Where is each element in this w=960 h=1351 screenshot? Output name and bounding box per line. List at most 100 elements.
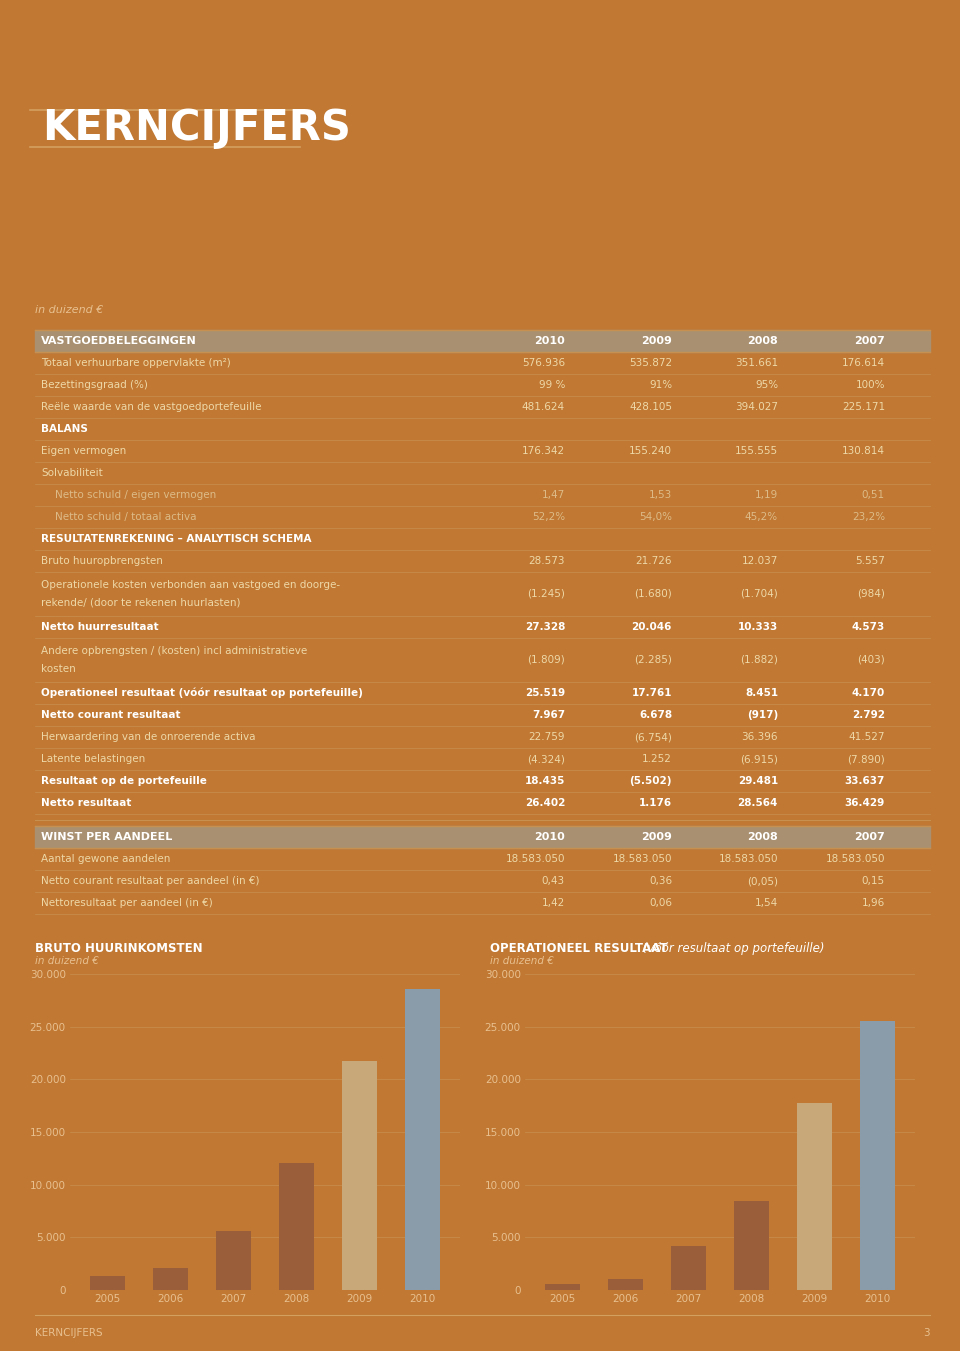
Text: 8.451: 8.451 xyxy=(745,688,778,698)
Text: 20.046: 20.046 xyxy=(632,621,672,632)
Text: 130.814: 130.814 xyxy=(842,446,885,457)
Text: (403): (403) xyxy=(857,655,885,665)
Text: (917): (917) xyxy=(747,711,778,720)
Text: 29.481: 29.481 xyxy=(737,775,778,786)
Text: 100%: 100% xyxy=(855,380,885,390)
Bar xyxy=(90,1277,125,1290)
Text: 0,06: 0,06 xyxy=(649,898,672,908)
Text: 28.573: 28.573 xyxy=(529,557,565,566)
Bar xyxy=(35,825,930,848)
Text: Netto courant resultaat per aandeel (in €): Netto courant resultaat per aandeel (in … xyxy=(41,875,259,886)
Text: 0,15: 0,15 xyxy=(862,875,885,886)
Text: 17.761: 17.761 xyxy=(632,688,672,698)
Text: rekende/ (door te rekenen huurlasten): rekende/ (door te rekenen huurlasten) xyxy=(41,597,241,608)
Text: 225.171: 225.171 xyxy=(842,403,885,412)
Text: Operationeel resultaat (vóór resultaat op portefeuille): Operationeel resultaat (vóór resultaat o… xyxy=(41,688,363,698)
Text: 2010: 2010 xyxy=(535,336,565,346)
Text: 0,43: 0,43 xyxy=(541,875,565,886)
Text: 18.583.050: 18.583.050 xyxy=(826,854,885,865)
Text: 576.936: 576.936 xyxy=(522,358,565,367)
Text: (5.502): (5.502) xyxy=(630,775,672,786)
Text: (6.915): (6.915) xyxy=(740,754,778,765)
Text: 535.872: 535.872 xyxy=(629,358,672,367)
Text: 12.037: 12.037 xyxy=(742,557,778,566)
Text: (1.680): (1.680) xyxy=(635,589,672,598)
Text: Bruto huuropbrengsten: Bruto huuropbrengsten xyxy=(41,557,163,566)
Bar xyxy=(279,1163,314,1290)
Text: 45,2%: 45,2% xyxy=(745,512,778,521)
Text: (1.882): (1.882) xyxy=(740,655,778,665)
Text: in duizend €: in duizend € xyxy=(490,957,554,966)
Text: 4.170: 4.170 xyxy=(852,688,885,698)
Text: 18.583.050: 18.583.050 xyxy=(612,854,672,865)
Text: 2007: 2007 xyxy=(854,336,885,346)
Text: 52,2%: 52,2% xyxy=(532,512,565,521)
Bar xyxy=(216,1232,251,1290)
Text: Operationele kosten verbonden aan vastgoed en doorge-: Operationele kosten verbonden aan vastgo… xyxy=(41,580,340,590)
Bar xyxy=(671,1246,706,1290)
Bar xyxy=(405,989,440,1290)
Text: 2008: 2008 xyxy=(747,336,778,346)
Bar xyxy=(609,1279,643,1290)
Text: 2010: 2010 xyxy=(535,832,565,842)
Text: Netto schuld / totaal activa: Netto schuld / totaal activa xyxy=(55,512,197,521)
Text: 176.342: 176.342 xyxy=(522,446,565,457)
Text: 91%: 91% xyxy=(649,380,672,390)
Text: (6.754): (6.754) xyxy=(635,732,672,742)
Text: 5.557: 5.557 xyxy=(855,557,885,566)
Text: 3: 3 xyxy=(924,1328,930,1337)
Text: 428.105: 428.105 xyxy=(629,403,672,412)
Text: 7.967: 7.967 xyxy=(532,711,565,720)
Text: 33.637: 33.637 xyxy=(845,775,885,786)
Text: Herwaardering van de onroerende activa: Herwaardering van de onroerende activa xyxy=(41,732,255,742)
Text: VASTGOEDBELEGGINGEN: VASTGOEDBELEGGINGEN xyxy=(41,336,197,346)
Text: Nettoresultaat per aandeel (in €): Nettoresultaat per aandeel (in €) xyxy=(41,898,213,908)
Text: Netto resultaat: Netto resultaat xyxy=(41,798,132,808)
Text: 2008: 2008 xyxy=(747,832,778,842)
Text: 1.252: 1.252 xyxy=(642,754,672,765)
Text: OPERATIONEEL RESULTAAT: OPERATIONEEL RESULTAAT xyxy=(490,942,667,955)
Text: 22.759: 22.759 xyxy=(529,732,565,742)
Text: (1.245): (1.245) xyxy=(527,589,565,598)
Text: Eigen vermogen: Eigen vermogen xyxy=(41,446,127,457)
Text: Andere opbrengsten / (kosten) incl administratieve: Andere opbrengsten / (kosten) incl admin… xyxy=(41,646,307,657)
Text: kosten: kosten xyxy=(41,663,76,674)
Text: 1,96: 1,96 xyxy=(862,898,885,908)
Text: 54,0%: 54,0% xyxy=(639,512,672,521)
Text: 95%: 95% xyxy=(755,380,778,390)
Text: (1.704): (1.704) xyxy=(740,589,778,598)
Text: 18.435: 18.435 xyxy=(524,775,565,786)
Text: 2007: 2007 xyxy=(854,832,885,842)
Text: Solvabiliteit: Solvabiliteit xyxy=(41,467,103,478)
Text: (984): (984) xyxy=(857,589,885,598)
Text: (4.324): (4.324) xyxy=(527,754,565,765)
Text: 18.583.050: 18.583.050 xyxy=(506,854,565,865)
Text: Resultaat op de portefeuille: Resultaat op de portefeuille xyxy=(41,775,206,786)
Text: 27.328: 27.328 xyxy=(524,621,565,632)
Text: (vóór resultaat op portefeuille): (vóór resultaat op portefeuille) xyxy=(639,942,825,955)
Text: 10.333: 10.333 xyxy=(737,621,778,632)
Text: 155.240: 155.240 xyxy=(629,446,672,457)
Text: 481.624: 481.624 xyxy=(522,403,565,412)
Text: Netto courant resultaat: Netto courant resultaat xyxy=(41,711,180,720)
Text: 1,42: 1,42 xyxy=(541,898,565,908)
Text: 36.429: 36.429 xyxy=(845,798,885,808)
Text: 18.583.050: 18.583.050 xyxy=(718,854,778,865)
Text: 1.176: 1.176 xyxy=(638,798,672,808)
Text: 4.573: 4.573 xyxy=(852,621,885,632)
Text: in duizend €: in duizend € xyxy=(35,957,99,966)
Text: 1,47: 1,47 xyxy=(541,490,565,500)
Text: 176.614: 176.614 xyxy=(842,358,885,367)
Text: KERNCIJFERS: KERNCIJFERS xyxy=(35,1328,103,1337)
Text: 25.519: 25.519 xyxy=(525,688,565,698)
Text: 23,2%: 23,2% xyxy=(852,512,885,521)
Text: Latente belastingen: Latente belastingen xyxy=(41,754,145,765)
Text: Reële waarde van de vastgoedportefeuille: Reële waarde van de vastgoedportefeuille xyxy=(41,403,261,412)
Text: 99 %: 99 % xyxy=(539,380,565,390)
Text: Aantal gewone aandelen: Aantal gewone aandelen xyxy=(41,854,170,865)
Text: 6.678: 6.678 xyxy=(638,711,672,720)
Text: Totaal verhuurbare oppervlakte (m²): Totaal verhuurbare oppervlakte (m²) xyxy=(41,358,230,367)
Text: 0,51: 0,51 xyxy=(862,490,885,500)
Text: 2.792: 2.792 xyxy=(852,711,885,720)
Text: 1,53: 1,53 xyxy=(649,490,672,500)
